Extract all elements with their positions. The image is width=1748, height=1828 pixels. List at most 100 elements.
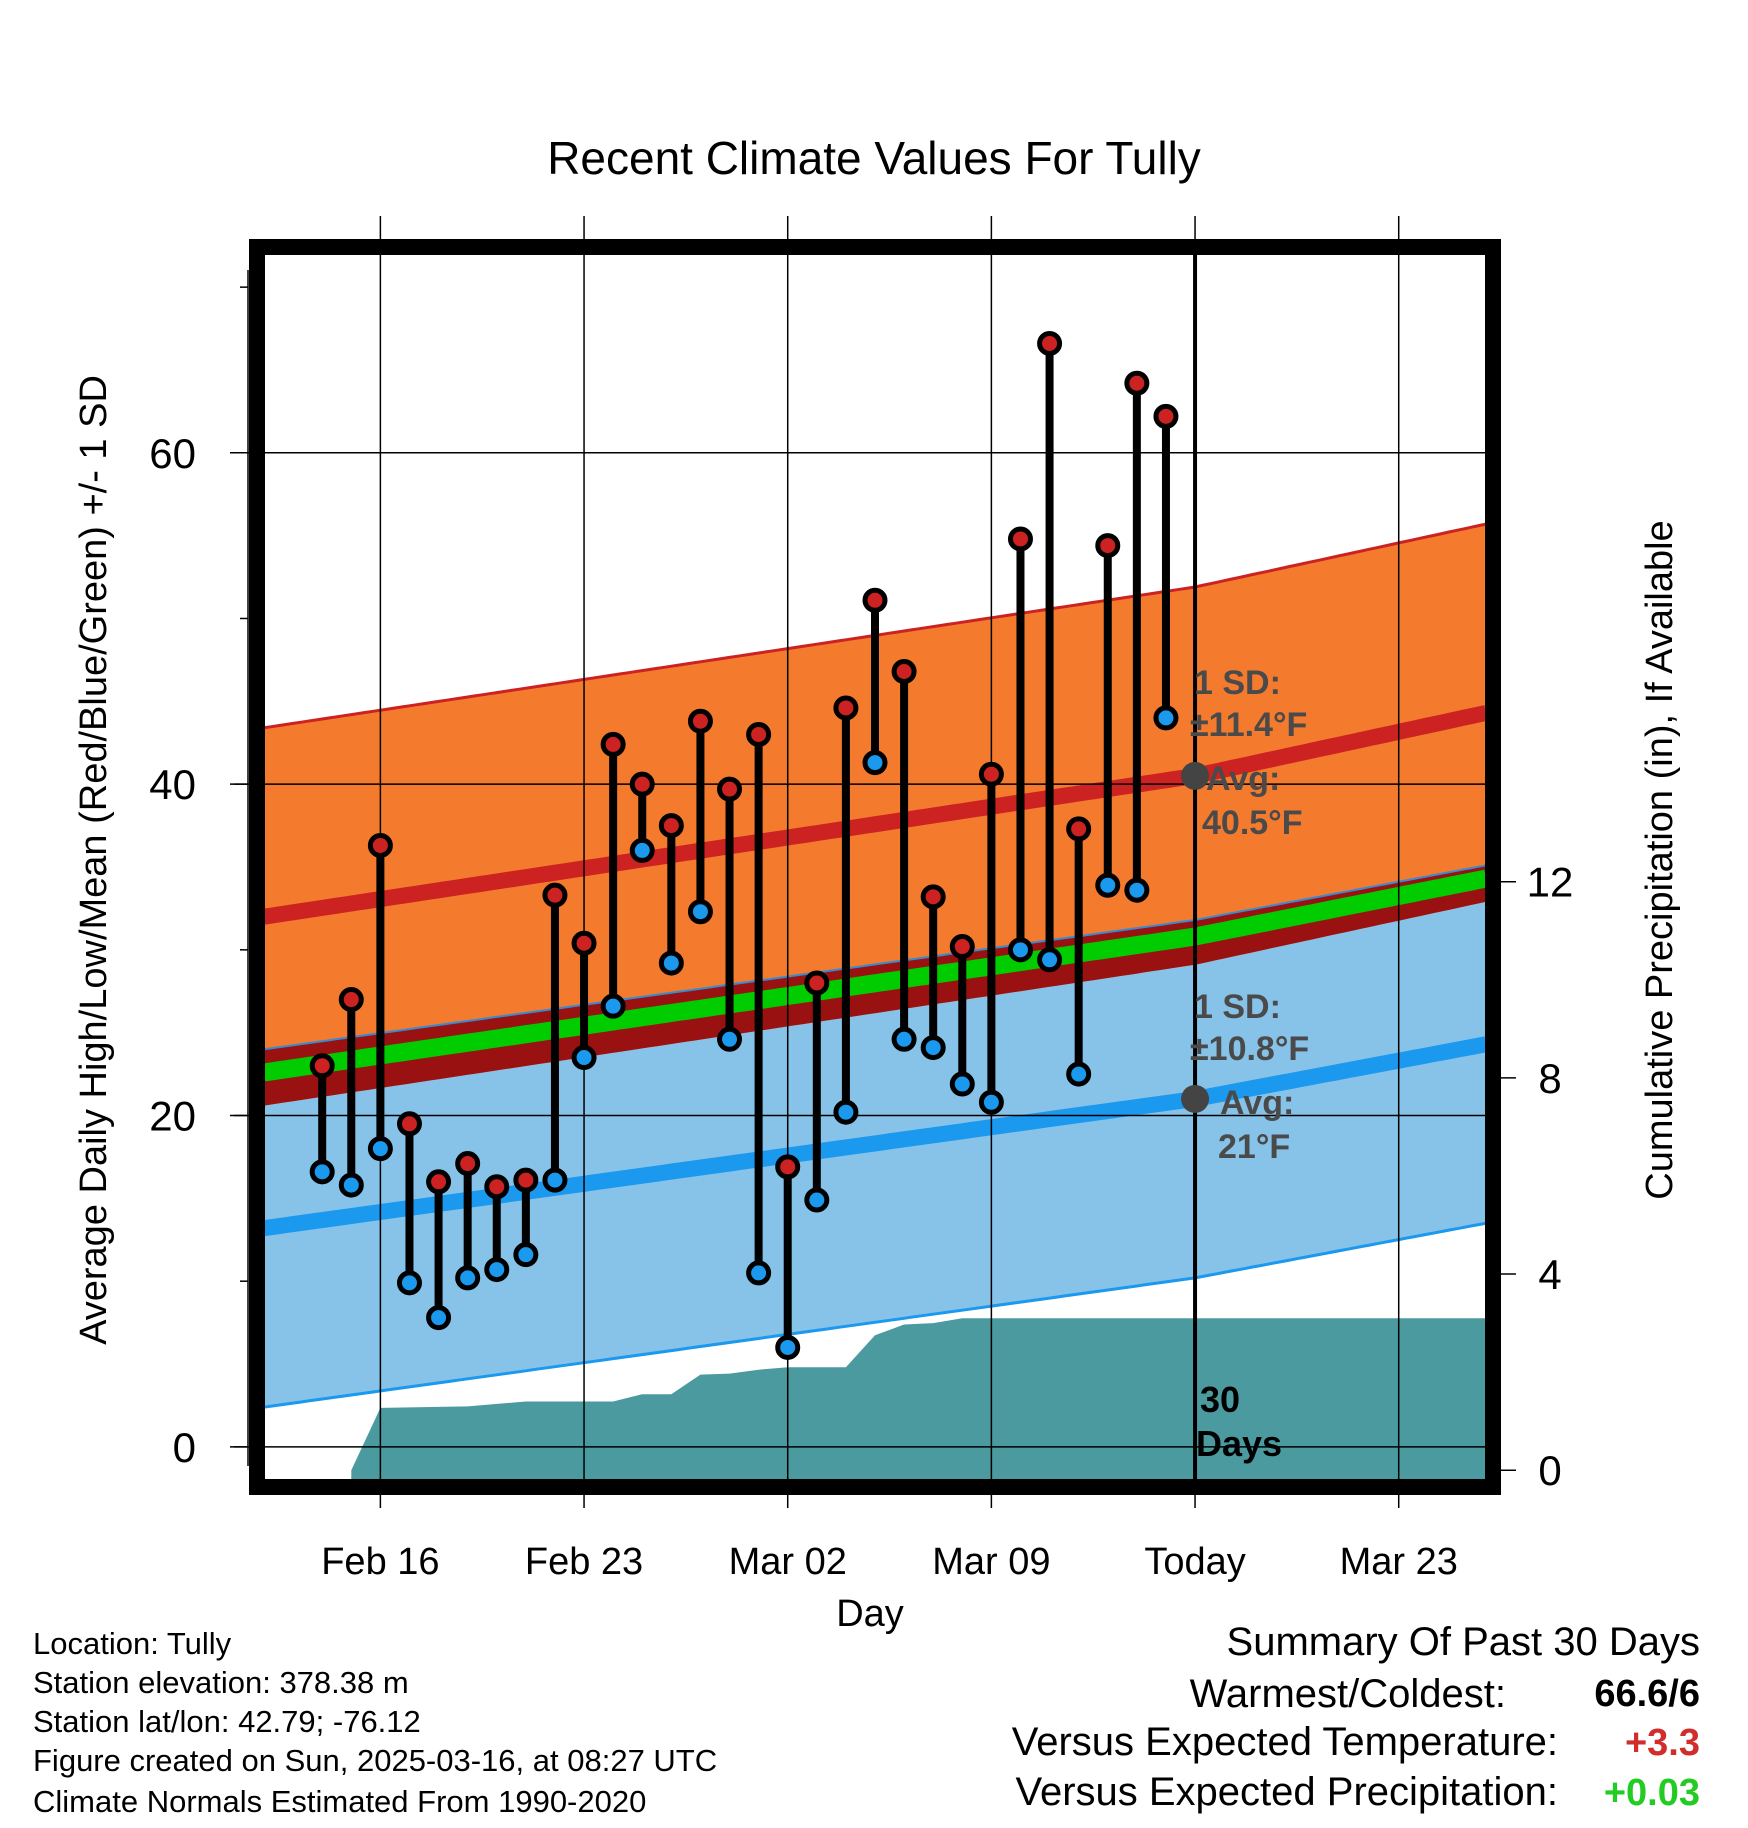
y2-tick-label: 4 (1538, 1251, 1561, 1298)
daily-high-point (396, 1111, 422, 1137)
daily-high-point (1007, 526, 1033, 552)
daily-high-point (600, 731, 626, 757)
daily-high-point (1124, 370, 1150, 396)
y-tick-label: 60 (149, 430, 196, 477)
daily-low-point (629, 837, 655, 863)
daily-low-point (862, 750, 888, 776)
daily-high-point (949, 934, 975, 960)
low-sd-value: ±10.8°F (1190, 1030, 1309, 1068)
summary-warmest-value: 66.6/6 (1594, 1673, 1700, 1715)
mean-normal-line (264, 869, 1486, 1082)
daily-high-point (513, 1167, 539, 1193)
today-low-normal-marker (1181, 1084, 1210, 1113)
daily-high-point (571, 930, 597, 956)
daily-low-point (309, 1159, 335, 1185)
period-label-text: Days (1196, 1423, 1282, 1464)
daily-low-point (833, 1099, 859, 1125)
y2-tick-label: 0 (1538, 1447, 1561, 1494)
daily-low-point (978, 1089, 1004, 1115)
daily-high-point (687, 708, 713, 734)
daily-high-point (746, 721, 772, 747)
period-label-number: 30 (1200, 1379, 1240, 1420)
daily-low-point (484, 1257, 510, 1283)
summary-precip-value: +0.03 (1603, 1772, 1700, 1814)
x-tick-label: Feb 23 (525, 1541, 643, 1583)
high-avg-value: 40.5°F (1202, 804, 1303, 842)
high-normal-line (264, 705, 1486, 925)
daily-low-point (367, 1136, 393, 1162)
daily-low-point (542, 1167, 568, 1193)
plot-frame (249, 239, 1501, 1495)
daily-low-point (396, 1270, 422, 1296)
low-sd-label: 1 SD: (1194, 988, 1281, 1026)
daily-high-point (426, 1169, 452, 1195)
high-avg-label: Avg: (1206, 760, 1280, 798)
daily-low-point (687, 899, 713, 925)
daily-low-point (746, 1260, 772, 1286)
daily-high-point (484, 1174, 510, 1200)
y-tick-label: 40 (149, 761, 196, 808)
footer-normals: Climate Normals Estimated From 1990-2020 (33, 1784, 647, 1819)
daily-low-point (426, 1305, 452, 1331)
daily-low-point (600, 993, 626, 1019)
daily-high-point (775, 1154, 801, 1180)
daily-low-point (949, 1071, 975, 1097)
daily-low-point (1037, 947, 1063, 973)
daily-high-point (891, 659, 917, 685)
daily-low-point (804, 1187, 830, 1213)
today-high-normal-marker (1181, 761, 1210, 790)
daily-high-point (629, 771, 655, 797)
daily-low-point (1066, 1061, 1092, 1087)
footer-location: Location: Tully (33, 1626, 232, 1661)
daily-low-point (658, 950, 684, 976)
low-avg-label: Avg: (1220, 1084, 1294, 1122)
daily-high-point (717, 776, 743, 802)
summary-temp-label: Versus Expected Temperature: (1011, 1720, 1558, 1764)
daily-low-point (571, 1045, 597, 1071)
daily-high-point (309, 1053, 335, 1079)
daily-high-point (455, 1151, 481, 1177)
summary-temp-value: +3.3 (1624, 1722, 1700, 1764)
low-avg-value: 21°F (1218, 1128, 1290, 1166)
precip-area (351, 1318, 1486, 1480)
summary-warmest-label: Warmest/Coldest: (1189, 1672, 1506, 1716)
daily-high-point (1095, 533, 1121, 559)
daily-high-point (1037, 330, 1063, 356)
x-tick-label: Mar 02 (729, 1541, 847, 1583)
x-tick-label: Today (1144, 1541, 1245, 1583)
daily-high-point (338, 987, 364, 1013)
daily-high-point (833, 695, 859, 721)
low-plus-sd-line (264, 864, 1486, 1051)
daily-high-point (920, 884, 946, 910)
daily-low-point (1007, 937, 1033, 963)
y2-axis-label: Cumulative Precipitation (in), If Availa… (1639, 520, 1681, 1199)
daily-high-point (542, 882, 568, 908)
daily-low-point (455, 1265, 481, 1291)
summary-title: Summary Of Past 30 Days (1226, 1620, 1700, 1664)
footer-elevation: Station elevation: 378.38 m (33, 1665, 409, 1700)
daily-low-point (717, 1026, 743, 1052)
daily-low-point (891, 1026, 917, 1052)
daily-high-point (1066, 816, 1092, 842)
daily-low-point (513, 1242, 539, 1268)
daily-high-point (658, 813, 684, 839)
footer-created: Figure created on Sun, 2025-03-16, at 08… (33, 1743, 718, 1778)
daily-high-point (1153, 403, 1179, 429)
y2-tick-label: 12 (1527, 859, 1574, 906)
chart-title: Recent Climate Values For Tully (547, 132, 1201, 184)
high-sd-value: ±11.4°F (1190, 706, 1307, 744)
daily-high-point (804, 970, 830, 996)
footer-latlon: Station lat/lon: 42.79; -76.12 (33, 1704, 421, 1739)
y2-tick-label: 8 (1538, 1055, 1561, 1102)
x-tick-label: Mar 09 (932, 1541, 1050, 1583)
summary-precip-label: Versus Expected Precipitation: (1015, 1770, 1558, 1814)
daily-low-point (1095, 872, 1121, 898)
y-tick-label: 0 (173, 1424, 196, 1471)
y-tick-label: 20 (149, 1093, 196, 1140)
y-axis-label: Average Daily High/Low/Mean (Red/Blue/Gr… (73, 375, 115, 1345)
high-sd-label: 1 SD: (1194, 664, 1281, 702)
x-axis-label: Day (836, 1593, 904, 1635)
daily-low-point (1153, 705, 1179, 731)
daily-low-point (920, 1035, 946, 1061)
